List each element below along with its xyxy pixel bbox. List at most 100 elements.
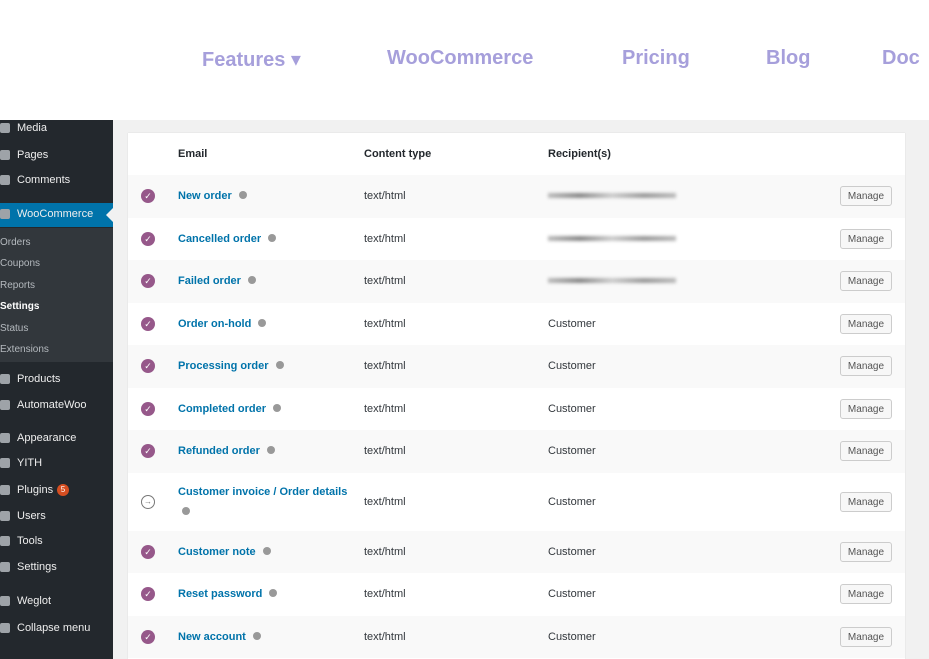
menu-item[interactable]: WooCommerce: [17, 208, 94, 220]
manage-button[interactable]: Manage: [840, 398, 892, 419]
menu-item[interactable]: Appearance: [17, 432, 77, 444]
menu-icon: [0, 400, 10, 410]
menu-item[interactable]: Orders: [0, 237, 31, 248]
menu-icon: [0, 511, 10, 521]
recipient-redacted: [548, 235, 676, 241]
nav-link[interactable]: Pricing: [622, 47, 690, 69]
help-icon: [248, 276, 257, 285]
recipient: Customer: [548, 630, 596, 643]
column-header: Content type: [364, 148, 432, 160]
email-link[interactable]: Customer invoice / Order details: [178, 482, 348, 522]
content-type: text/html: [364, 445, 406, 458]
content-type: text/html: [364, 275, 406, 288]
menu-item[interactable]: Comments: [17, 174, 71, 186]
recipient-redacted: [548, 278, 676, 284]
manage-button[interactable]: Manage: [840, 541, 892, 562]
content-type: text/html: [364, 402, 406, 415]
row-stripe: [128, 345, 905, 388]
email-link[interactable]: Processing order: [178, 356, 348, 376]
column-header: Email: [178, 148, 208, 160]
menu-item[interactable]: Products: [17, 373, 61, 385]
content-type: text/html: [364, 190, 406, 203]
recipient-redacted: [548, 193, 676, 199]
menu-item[interactable]: AutomateWoo: [17, 399, 87, 411]
menu-icon: [0, 596, 10, 606]
menu-icon: [0, 433, 10, 443]
menu-item[interactable]: Settings: [17, 561, 57, 573]
column-header: Recipient(s): [548, 148, 611, 160]
email-link[interactable]: Customer note: [178, 542, 348, 562]
menu-item[interactable]: Weglot: [17, 595, 52, 607]
recipient: Customer: [548, 317, 596, 330]
row-stripe: [128, 430, 905, 473]
recipient: Customer: [548, 402, 596, 415]
content-type: text/html: [364, 232, 406, 245]
recipient: Customer: [548, 445, 596, 458]
status-enabled: ✓: [141, 359, 155, 374]
row-stripe: [128, 530, 905, 573]
menu-item[interactable]: Users: [17, 510, 46, 522]
content-type: text/html: [364, 630, 406, 643]
menu-icon: [0, 536, 10, 546]
recipient: Customer: [548, 495, 596, 508]
menu-icon: [0, 485, 10, 495]
manage-button[interactable]: Manage: [840, 626, 892, 647]
manage-button[interactable]: Manage: [840, 271, 892, 292]
menu-item[interactable]: YITH: [17, 457, 43, 469]
active-menu: [0, 203, 113, 227]
manage-button[interactable]: Manage: [840, 441, 892, 462]
menu-item[interactable]: Collapse menu: [17, 622, 91, 634]
email-link[interactable]: Order on-hold: [178, 314, 348, 334]
help-icon: [273, 403, 282, 412]
help-icon: [266, 446, 275, 455]
content-type: text/html: [364, 588, 406, 601]
email-link[interactable]: New order: [178, 186, 348, 206]
email-link[interactable]: Cancelled order: [178, 229, 348, 249]
menu-icon: [0, 458, 10, 468]
help-icon: [252, 631, 261, 640]
status-enabled: ✓: [141, 231, 155, 246]
status-enabled: ✓: [141, 587, 155, 602]
menu-item[interactable]: Media: [17, 122, 47, 134]
status-enabled: ✓: [141, 444, 155, 459]
menu-item[interactable]: Coupons: [0, 258, 41, 269]
menu-item[interactable]: Status: [0, 323, 29, 334]
manage-button[interactable]: Manage: [840, 186, 892, 207]
submenu: [0, 228, 113, 362]
nav-link[interactable]: Features ▾: [202, 49, 301, 71]
manage-button[interactable]: Manage: [840, 491, 892, 512]
status-enabled: ✓: [141, 544, 155, 559]
help-icon: [258, 318, 267, 327]
menu-item[interactable]: Settings: [0, 301, 40, 312]
menu-item[interactable]: Reports: [0, 280, 36, 291]
menu-item[interactable]: Extensions: [0, 344, 49, 355]
nav-link[interactable]: WooCommerce: [387, 47, 534, 69]
nav-link[interactable]: Doc: [882, 47, 920, 69]
email-link[interactable]: Completed order: [178, 399, 348, 419]
menu-item[interactable]: Plugins: [17, 484, 54, 496]
nav-link[interactable]: Blog: [766, 47, 811, 69]
row-stripe: [128, 175, 905, 218]
help-icon: [275, 361, 284, 370]
menu-icon: [0, 374, 10, 384]
manage-button[interactable]: Manage: [840, 356, 892, 377]
content-type: text/html: [364, 317, 406, 330]
menu-item[interactable]: Tools: [17, 535, 43, 547]
menu-item[interactable]: Pages: [17, 149, 49, 161]
menu-icon: [0, 175, 10, 185]
email-link[interactable]: Reset password: [178, 584, 348, 604]
help-icon: [238, 191, 247, 200]
menu-icon: [0, 209, 10, 219]
admin-sidebar: [0, 120, 113, 659]
email-link[interactable]: Failed order: [178, 271, 348, 291]
manage-button[interactable]: Manage: [840, 228, 892, 249]
help-icon: [268, 233, 277, 242]
email-link[interactable]: Refunded order: [178, 441, 348, 461]
recipient: Customer: [548, 360, 596, 373]
manage-button[interactable]: Manage: [840, 584, 892, 605]
email-link[interactable]: New account: [178, 627, 348, 647]
content-type: text/html: [364, 545, 406, 558]
status-enabled: ✓: [141, 189, 155, 204]
manage-button[interactable]: Manage: [840, 313, 892, 334]
